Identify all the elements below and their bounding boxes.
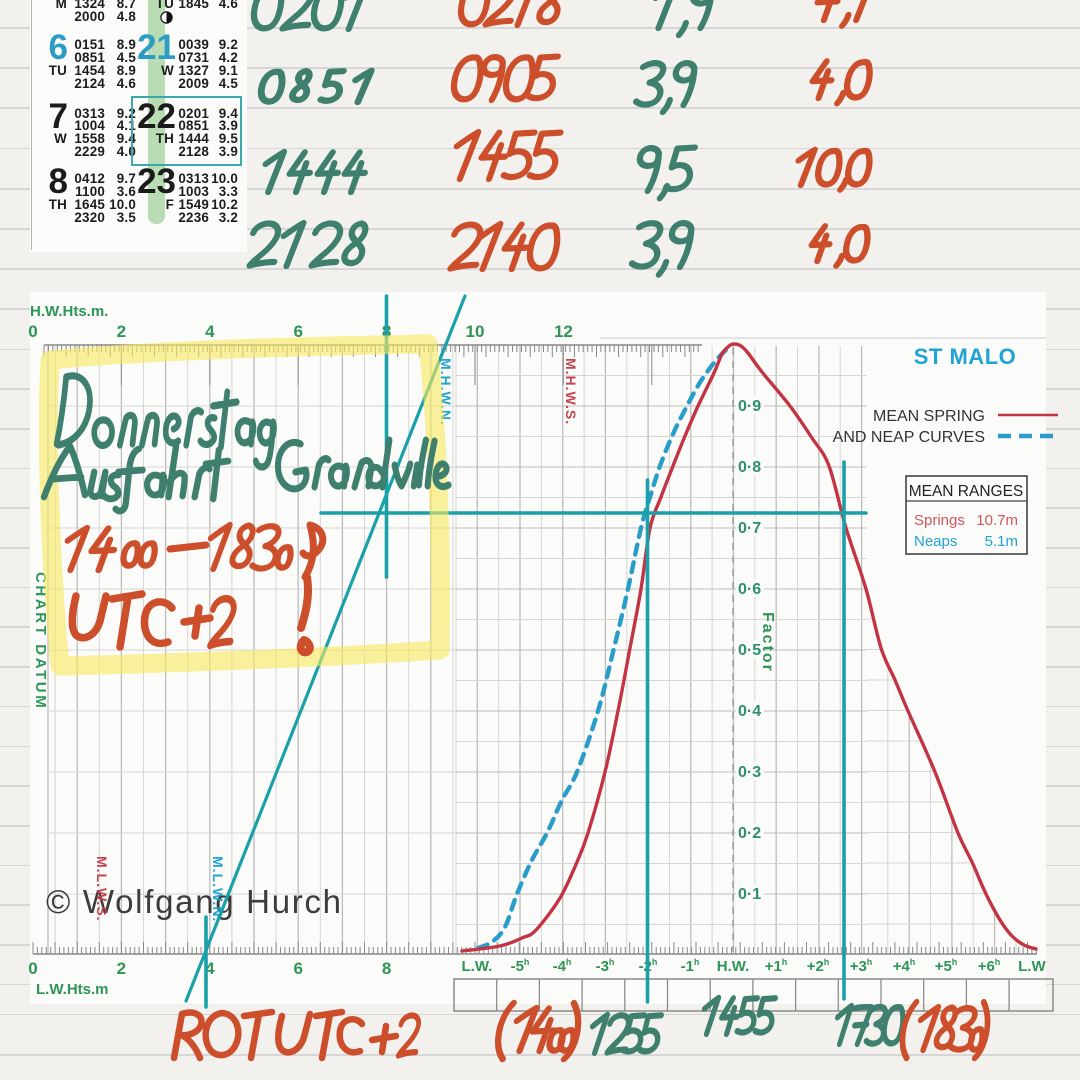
svg-text:10: 10 xyxy=(466,322,485,341)
svg-text:5.1m: 5.1m xyxy=(985,533,1018,550)
svg-text:0·5: 0·5 xyxy=(738,642,761,659)
svg-text:8: 8 xyxy=(382,959,391,978)
svg-text:10.7m: 10.7m xyxy=(976,512,1018,529)
svg-text:+6h: +6h xyxy=(978,957,1001,975)
svg-text:+1h: +1h xyxy=(765,957,788,975)
svg-text:0: 0 xyxy=(28,322,37,341)
svg-text:0·4: 0·4 xyxy=(738,703,761,720)
svg-text:L.W.Hts.m: L.W.Hts.m xyxy=(36,981,109,998)
svg-text:+4h: +4h xyxy=(893,957,916,975)
svg-text:6: 6 xyxy=(293,322,302,341)
svg-text:+2h: +2h xyxy=(807,957,830,975)
svg-text:MEAN RANGES: MEAN RANGES xyxy=(909,483,1024,500)
svg-text:0·1: 0·1 xyxy=(738,886,761,903)
svg-text:12: 12 xyxy=(554,322,573,341)
svg-text:+5h: +5h xyxy=(935,957,958,975)
svg-text:0·9: 0·9 xyxy=(738,398,761,415)
svg-text:0·3: 0·3 xyxy=(738,764,761,781)
svg-text:ST MALO: ST MALO xyxy=(914,344,1017,369)
svg-text:4: 4 xyxy=(205,322,215,341)
svg-text:M.L.W.N.: M.L.W.N. xyxy=(210,856,226,922)
svg-text:M.H.W.S.: M.H.W.S. xyxy=(563,358,579,425)
svg-text:© Wolfgang Hurch: © Wolfgang Hurch xyxy=(46,883,343,920)
svg-text:Neaps: Neaps xyxy=(914,533,957,550)
svg-text:-3h: -3h xyxy=(596,957,615,975)
svg-text:2: 2 xyxy=(117,959,126,978)
svg-text:L.W: L.W xyxy=(1018,958,1046,975)
svg-text:-5h: -5h xyxy=(511,957,530,975)
svg-text:-1h: -1h xyxy=(681,957,700,975)
svg-text:M.L.W.S.: M.L.W.S. xyxy=(94,856,110,922)
svg-text:6: 6 xyxy=(293,959,302,978)
svg-text:Springs: Springs xyxy=(914,512,965,529)
svg-text:0·2: 0·2 xyxy=(738,825,761,842)
svg-text:2: 2 xyxy=(117,322,126,341)
svg-text:H.W.Hts.m.: H.W.Hts.m. xyxy=(30,303,108,320)
svg-text:L.W.: L.W. xyxy=(461,958,492,975)
svg-text:0: 0 xyxy=(28,959,37,978)
svg-text:CHART DATUM: CHART DATUM xyxy=(32,572,49,710)
svg-text:H.W.: H.W. xyxy=(717,958,750,975)
svg-text:4: 4 xyxy=(205,959,215,978)
svg-text:0·6: 0·6 xyxy=(738,581,761,598)
svg-text:0·7: 0·7 xyxy=(738,520,761,537)
svg-text:Factor: Factor xyxy=(759,612,776,673)
svg-text:AND NEAP CURVES: AND NEAP CURVES xyxy=(833,429,985,446)
svg-text:MEAN SPRING: MEAN SPRING xyxy=(873,408,985,425)
svg-text:-4h: -4h xyxy=(553,957,572,975)
svg-text:0·8: 0·8 xyxy=(738,459,761,476)
svg-text:+3h: +3h xyxy=(850,957,873,975)
